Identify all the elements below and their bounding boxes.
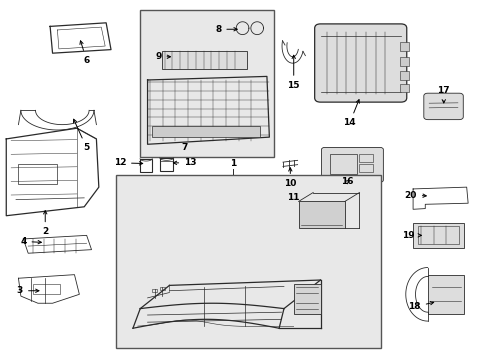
- Bar: [116, 175, 381, 348]
- Bar: [400, 84, 409, 93]
- Text: 9: 9: [155, 52, 171, 61]
- FancyBboxPatch shape: [424, 93, 463, 120]
- Text: 7: 7: [181, 143, 187, 152]
- Text: 10: 10: [284, 168, 296, 188]
- Text: 2: 2: [42, 211, 49, 236]
- Bar: [294, 284, 320, 314]
- Bar: [19, 164, 57, 184]
- FancyBboxPatch shape: [321, 148, 383, 182]
- Bar: [160, 287, 165, 290]
- Text: 15: 15: [288, 55, 300, 90]
- Bar: [360, 154, 373, 162]
- Text: 20: 20: [404, 190, 426, 199]
- Text: 8: 8: [215, 25, 237, 34]
- Bar: [400, 57, 409, 66]
- Bar: [400, 42, 409, 51]
- FancyBboxPatch shape: [315, 24, 407, 102]
- Bar: [152, 126, 260, 137]
- Bar: [413, 223, 464, 248]
- Bar: [162, 51, 247, 69]
- Text: 13: 13: [173, 158, 196, 167]
- Text: 5: 5: [74, 119, 90, 152]
- Text: 1: 1: [230, 159, 236, 168]
- Bar: [330, 154, 357, 174]
- Text: 12: 12: [114, 158, 143, 167]
- Text: 3: 3: [17, 286, 39, 295]
- Text: 11: 11: [288, 193, 305, 208]
- Bar: [428, 275, 464, 314]
- Bar: [33, 284, 60, 294]
- Bar: [400, 71, 409, 80]
- Bar: [360, 164, 373, 172]
- Bar: [140, 10, 274, 157]
- Text: 19: 19: [402, 231, 421, 240]
- Bar: [152, 289, 157, 292]
- Text: 4: 4: [20, 237, 41, 246]
- Text: 6: 6: [80, 41, 90, 65]
- Bar: [298, 202, 345, 228]
- Text: 18: 18: [408, 301, 434, 311]
- Text: 14: 14: [343, 100, 359, 127]
- Bar: [418, 226, 460, 244]
- Bar: [160, 158, 173, 171]
- Bar: [140, 158, 152, 172]
- Text: 17: 17: [438, 86, 450, 103]
- Text: 16: 16: [341, 177, 354, 186]
